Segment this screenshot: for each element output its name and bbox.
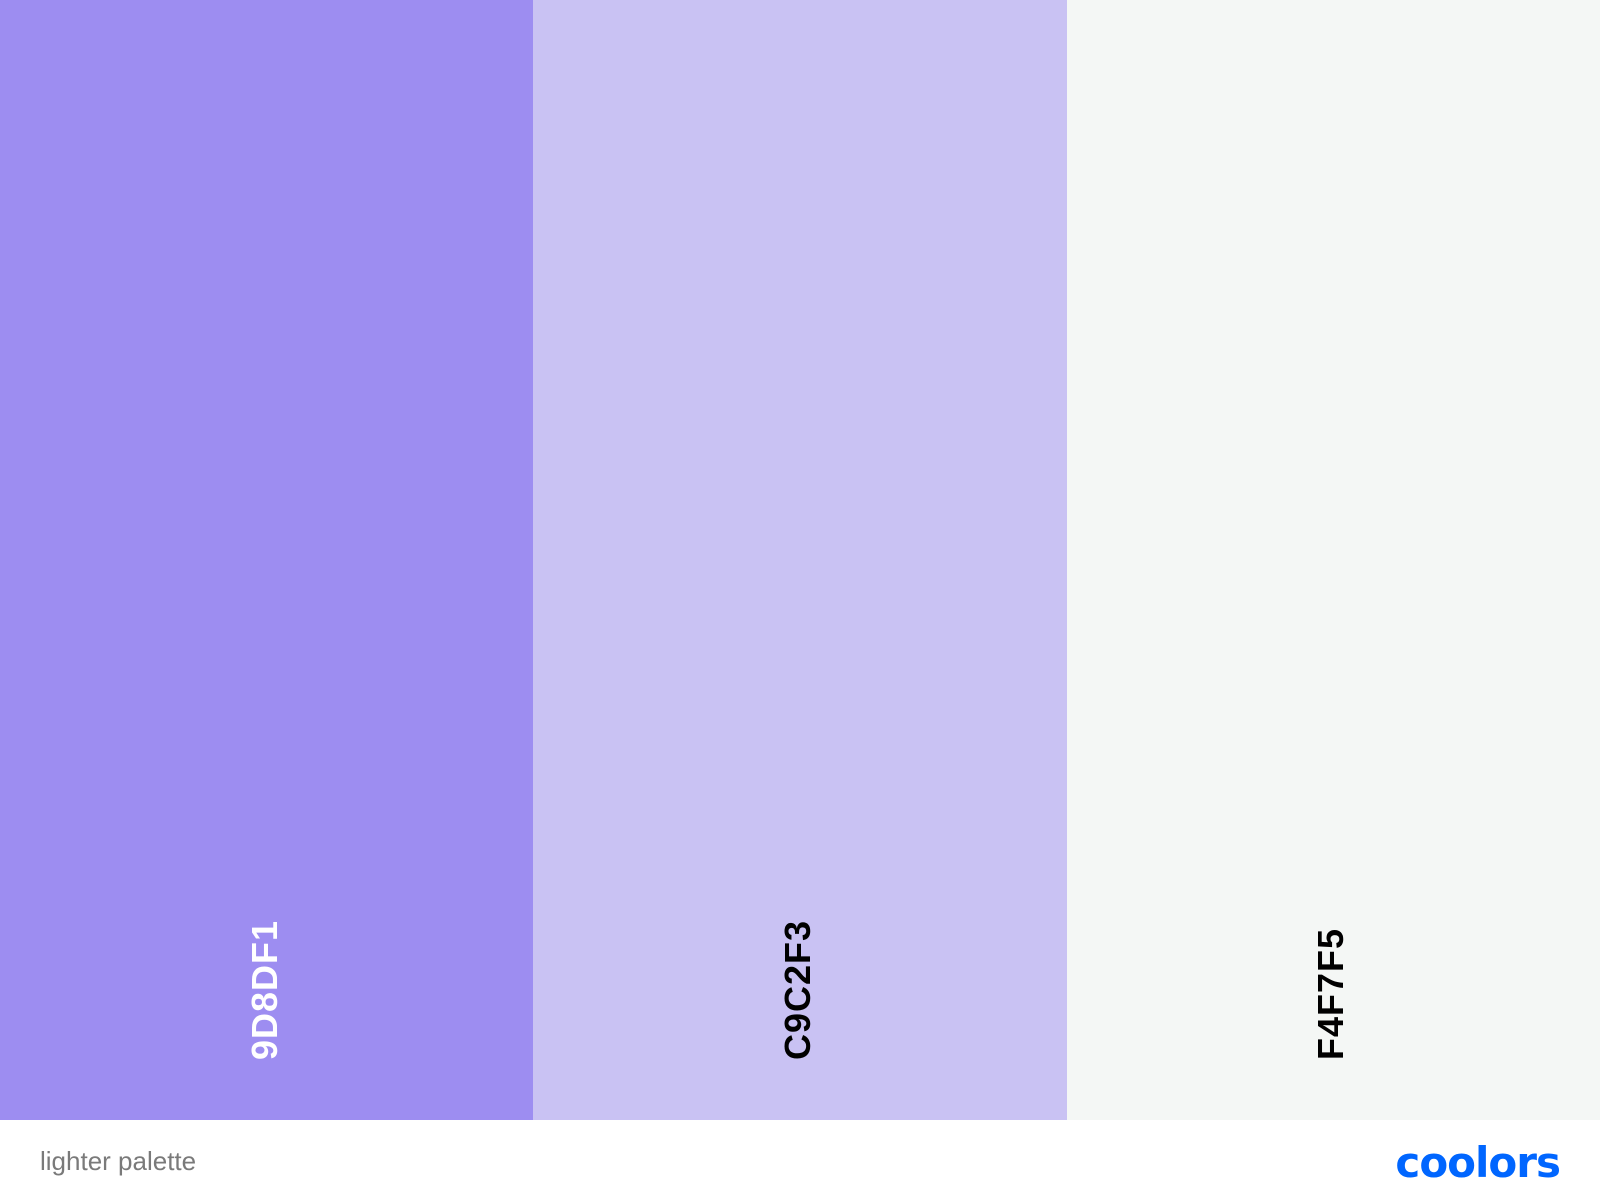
swatch-2[interactable]: C9C2F3 <box>533 0 1067 1120</box>
footer: lighter palette coolors <box>0 1120 1600 1200</box>
swatch-1[interactable]: 9D8DF1 <box>0 0 534 1120</box>
swatch-code[interactable]: C9C2F3 <box>776 919 818 1060</box>
palette: 9D8DF1 C9C2F3 F4F7F5 <box>0 0 1600 1120</box>
coolors-logo[interactable]: coolors <box>1395 1138 1561 1187</box>
swatch-code[interactable]: 9D8DF1 <box>243 919 285 1060</box>
swatch-3[interactable]: F4F7F5 <box>1066 0 1600 1120</box>
palette-name: lighter palette <box>40 1146 197 1176</box>
swatch-code[interactable]: F4F7F5 <box>1310 927 1352 1060</box>
